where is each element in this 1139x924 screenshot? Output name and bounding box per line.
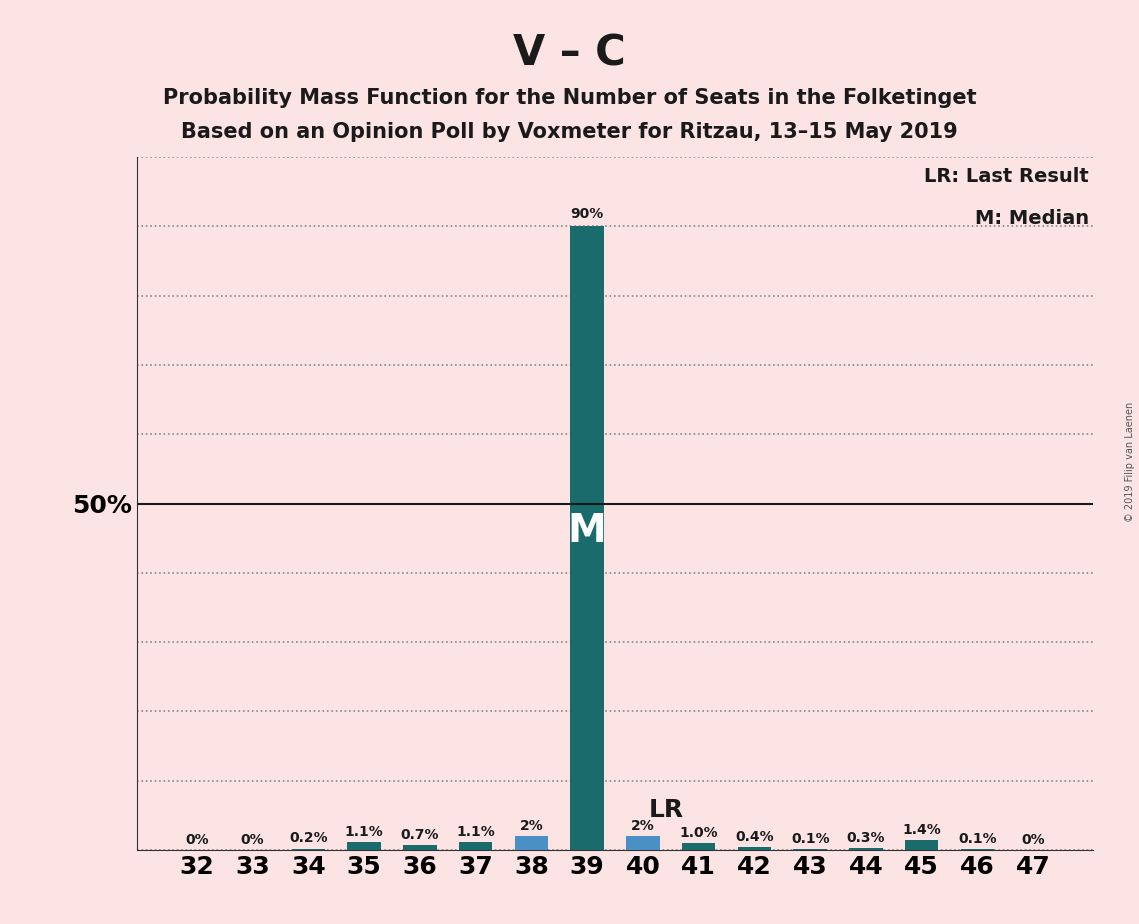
Text: 1.4%: 1.4% — [902, 823, 941, 837]
Text: 0%: 0% — [185, 833, 208, 846]
Text: 1.1%: 1.1% — [345, 825, 384, 839]
Bar — [850, 848, 883, 850]
Text: 1.1%: 1.1% — [457, 825, 495, 839]
Text: 0%: 0% — [240, 833, 264, 846]
Text: Probability Mass Function for the Number of Seats in the Folketinget: Probability Mass Function for the Number… — [163, 88, 976, 108]
Bar — [459, 843, 492, 850]
Text: 0.1%: 0.1% — [958, 832, 997, 846]
Bar — [626, 836, 659, 850]
Bar — [515, 836, 548, 850]
Text: 90%: 90% — [571, 207, 604, 221]
Text: LR: Last Result: LR: Last Result — [924, 167, 1089, 187]
Bar — [403, 845, 436, 850]
Text: © 2019 Filip van Laenen: © 2019 Filip van Laenen — [1125, 402, 1134, 522]
Text: 0.1%: 0.1% — [790, 832, 829, 846]
Text: V – C: V – C — [514, 32, 625, 74]
Text: Based on an Opinion Poll by Voxmeter for Ritzau, 13–15 May 2019: Based on an Opinion Poll by Voxmeter for… — [181, 122, 958, 142]
Text: LR: LR — [648, 798, 683, 822]
Bar — [906, 841, 939, 850]
Text: M: M — [568, 512, 607, 551]
Text: 0.4%: 0.4% — [735, 830, 773, 844]
Bar — [571, 226, 604, 850]
Bar — [292, 848, 325, 850]
Bar — [738, 847, 771, 850]
Bar — [347, 843, 380, 850]
Text: 0.2%: 0.2% — [289, 832, 328, 845]
Text: 2%: 2% — [519, 819, 543, 833]
Text: 0.7%: 0.7% — [401, 828, 440, 842]
Text: 1.0%: 1.0% — [679, 826, 718, 840]
Text: 0.3%: 0.3% — [846, 831, 885, 845]
Text: 0%: 0% — [1022, 833, 1046, 846]
Text: M: Median: M: Median — [975, 209, 1089, 228]
Text: 2%: 2% — [631, 819, 655, 833]
Bar — [682, 843, 715, 850]
